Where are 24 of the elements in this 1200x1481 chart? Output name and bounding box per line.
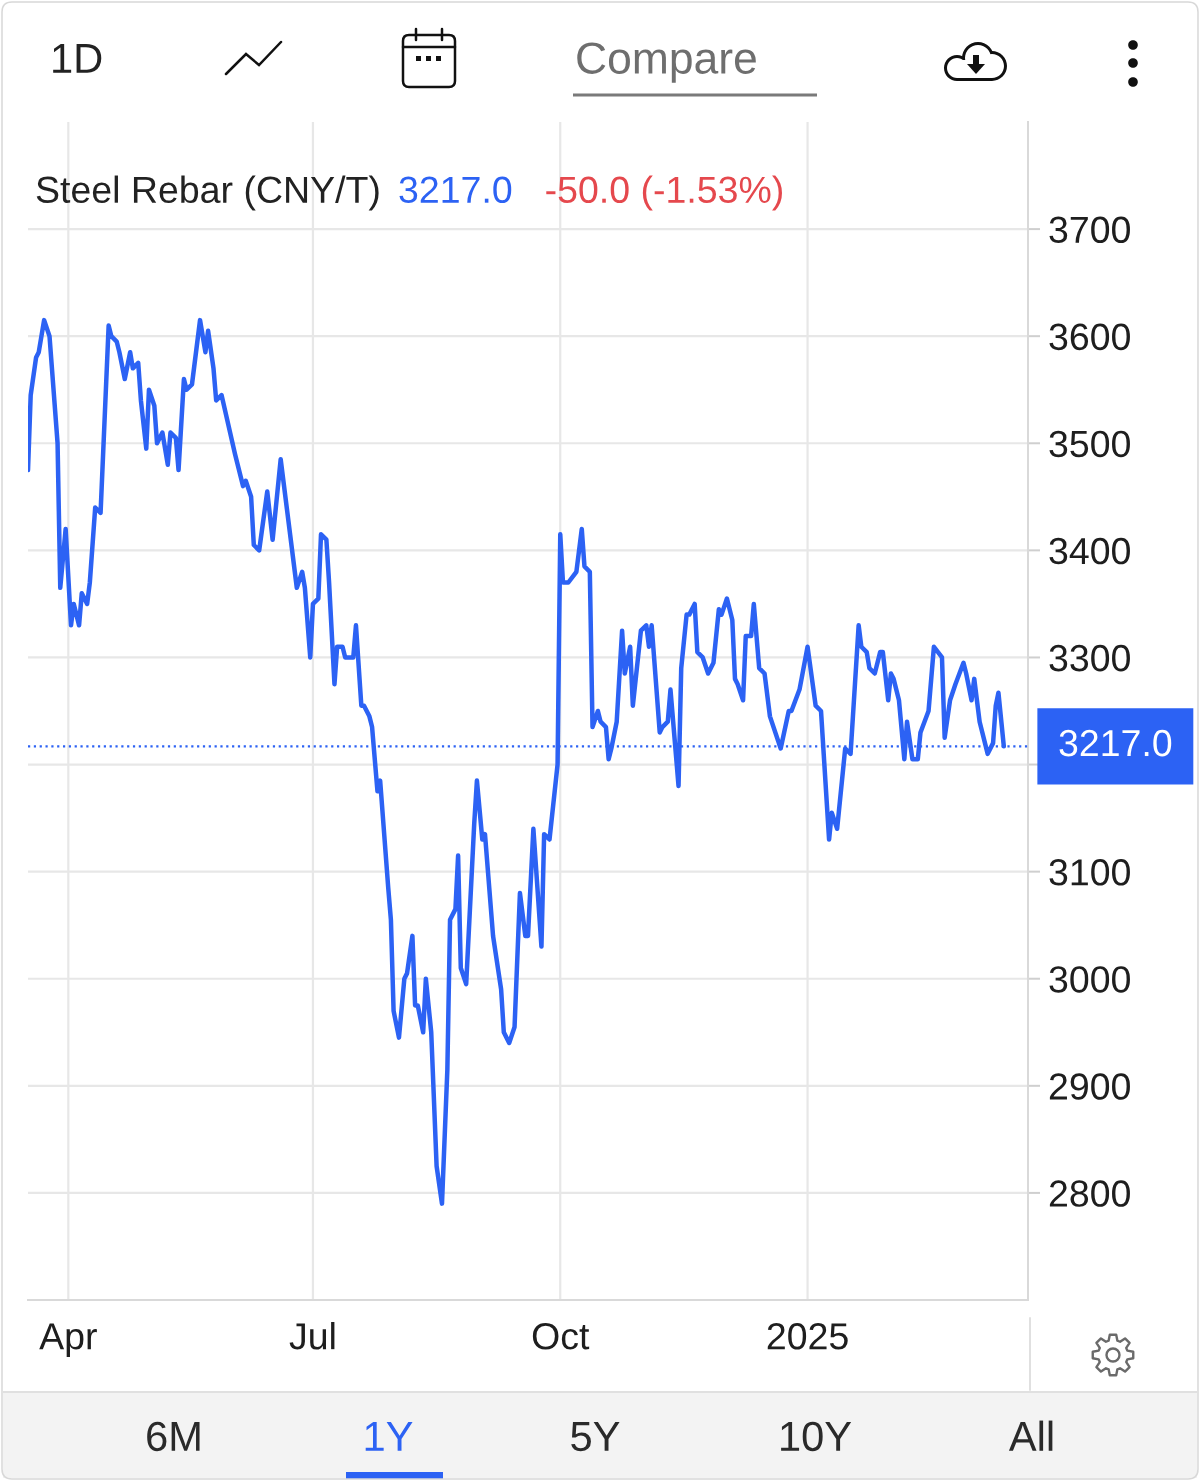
text: All <box>1008 1420 1053 1451</box>
y-tick-label: 3300 <box>1049 644 1130 672</box>
text: 1Y <box>365 1422 413 1451</box>
text: 1D <box>53 44 102 73</box>
annotation: -50.0 (-1.53%) <box>546 175 782 211</box>
x-tick-label: Jul <box>289 1322 335 1350</box>
y-tick-label: 3100 <box>1049 859 1130 886</box>
y-tick-label: 3400 <box>1049 537 1130 565</box>
text: 6M <box>147 1421 200 1452</box>
text: Steel Rebar (CNY/T) <box>36 175 379 211</box>
y-tick-label: 2900 <box>1049 1073 1130 1100</box>
y-tick-label: 3700 <box>1049 216 1130 244</box>
text: 5Y <box>571 1422 620 1452</box>
y-tick-label: 3500 <box>1049 430 1130 458</box>
y-tick-label: 3000 <box>1049 966 1130 993</box>
text: Compare <box>577 42 756 83</box>
x-tick-label: 2025 <box>767 1322 848 1350</box>
y-tick-label: 3600 <box>1049 323 1130 351</box>
ref-line-label: 3217.0 <box>1059 729 1172 757</box>
y-tick-label: 2800 <box>1049 1180 1130 1207</box>
annotation: 3217.0 <box>399 176 512 204</box>
x-tick-label: Apr <box>39 1323 97 1357</box>
text: 10Y <box>781 1421 852 1452</box>
x-tick-label: Oct <box>532 1322 590 1350</box>
